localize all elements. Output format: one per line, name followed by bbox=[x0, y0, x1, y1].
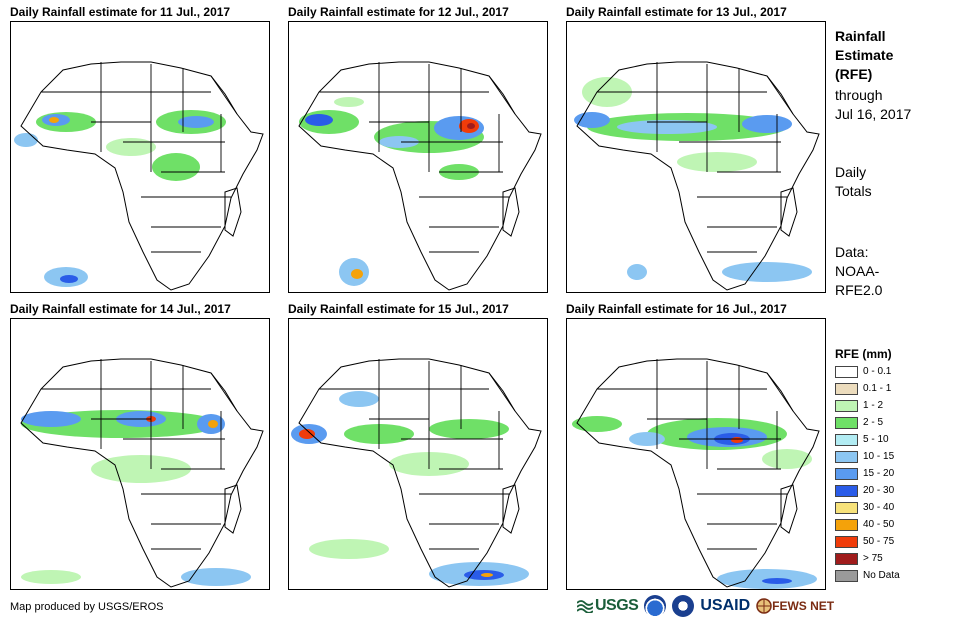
legend-label: 2 - 5 bbox=[863, 417, 884, 428]
fews-net-logo-text: FEWS NET bbox=[772, 599, 835, 613]
legend-item: 50 - 75 bbox=[835, 533, 960, 550]
legend-swatch bbox=[835, 382, 858, 395]
legend-label: 10 - 15 bbox=[863, 451, 895, 462]
legend-swatch bbox=[835, 450, 858, 463]
panel-title: Daily Rainfall estimate for 13 Jul., 201… bbox=[566, 5, 787, 19]
usgs-logo-text: USGS bbox=[595, 597, 639, 614]
through-date: through Jul 16, 2017 bbox=[835, 86, 911, 124]
legend-label: > 75 bbox=[863, 553, 883, 564]
fews-net-logo: FEWS NET bbox=[756, 598, 834, 614]
legend-item: 20 - 30 bbox=[835, 482, 960, 499]
map-panel-15-jul: Daily Rainfall estimate for 15 Jul., 201… bbox=[288, 302, 548, 590]
rainfall-map bbox=[288, 318, 548, 590]
nasa-logo-icon bbox=[672, 595, 695, 617]
legend-item: 0 - 0.1 bbox=[835, 363, 960, 380]
rainfall-field bbox=[299, 97, 484, 286]
legend-item: No Data bbox=[835, 567, 960, 584]
legend-label: No Data bbox=[863, 570, 900, 581]
legend-label: 1 - 2 bbox=[863, 400, 884, 411]
panel-title: Daily Rainfall estimate for 11 Jul., 201… bbox=[10, 5, 231, 19]
noaa-logo-icon bbox=[644, 595, 667, 617]
rainfall-field bbox=[14, 110, 226, 287]
rainfall-field bbox=[291, 391, 529, 586]
legend-swatch bbox=[835, 552, 858, 565]
rainfall-map bbox=[566, 21, 826, 293]
legend-item: 2 - 5 bbox=[835, 414, 960, 431]
legend-swatch bbox=[835, 399, 858, 412]
rainfall-map bbox=[10, 21, 270, 293]
legend-swatch bbox=[835, 467, 858, 480]
legend-label: 0 - 0.1 bbox=[863, 366, 892, 377]
panel-title: Daily Rainfall estimate for 16 Jul., 201… bbox=[566, 302, 787, 316]
legend-item: 40 - 50 bbox=[835, 516, 960, 533]
legend-swatch bbox=[835, 569, 858, 582]
legend-label: 15 - 20 bbox=[863, 468, 895, 479]
legend-label: 50 - 75 bbox=[863, 536, 895, 547]
product-title-line: Rainfall bbox=[835, 28, 886, 44]
legend-item: 30 - 40 bbox=[835, 499, 960, 516]
fews-globe-icon bbox=[756, 598, 772, 614]
rainfall-map bbox=[288, 21, 548, 293]
map-panel-16-jul: Daily Rainfall estimate for 16 Jul., 201… bbox=[566, 302, 826, 590]
daily-totals-note: Daily Totals bbox=[835, 163, 872, 201]
data-source-line: NOAA- bbox=[835, 263, 880, 279]
legend-swatch bbox=[835, 433, 858, 446]
map-panel-12-jul: Daily Rainfall estimate for 12 Jul., 201… bbox=[288, 5, 548, 293]
legend-item: 10 - 15 bbox=[835, 448, 960, 465]
legend-item: 5 - 10 bbox=[835, 431, 960, 448]
legend-label: 30 - 40 bbox=[863, 502, 895, 513]
daily-line: Totals bbox=[835, 183, 872, 199]
data-source: Data: NOAA- RFE2.0 bbox=[835, 243, 882, 300]
through-value: Jul 16, 2017 bbox=[835, 106, 912, 122]
partner-logos: USGS USAID FEWS NET bbox=[577, 594, 834, 618]
legend-label: 40 - 50 bbox=[863, 519, 895, 530]
legend-item: 1 - 2 bbox=[835, 397, 960, 414]
legend-swatch bbox=[835, 484, 858, 497]
legend-item: 0.1 - 1 bbox=[835, 380, 960, 397]
rfe-legend: RFE (mm) 0 - 0.1 0.1 - 1 1 - 2 2 - 5 5 - 10 1… bbox=[835, 347, 960, 584]
panel-title: Daily Rainfall estimate for 12 Jul., 201… bbox=[288, 5, 509, 19]
panel-title: Daily Rainfall estimate for 15 Jul., 201… bbox=[288, 302, 509, 316]
product-title-line: (RFE) bbox=[835, 66, 873, 82]
legend-label: 20 - 30 bbox=[863, 485, 895, 496]
legend-label: 0.1 - 1 bbox=[863, 383, 892, 394]
legend-item: > 75 bbox=[835, 550, 960, 567]
legend-swatch bbox=[835, 416, 858, 429]
rainfall-map bbox=[10, 318, 270, 590]
rainfall-field bbox=[21, 410, 251, 586]
rainfall-map bbox=[566, 318, 826, 590]
usaid-logo: USAID bbox=[700, 597, 751, 614]
map-panel-14-jul: Daily Rainfall estimate for 14 Jul., 201… bbox=[10, 302, 270, 590]
panel-title: Daily Rainfall estimate for 14 Jul., 201… bbox=[10, 302, 231, 316]
map-credit: Map produced by USGS/EROS bbox=[10, 601, 164, 613]
data-source-line: RFE2.0 bbox=[835, 282, 883, 298]
product-title: Rainfall Estimate (RFE) bbox=[835, 27, 893, 84]
legend-label: 5 - 10 bbox=[863, 434, 889, 445]
legend-swatch bbox=[835, 365, 858, 378]
legend-item: 15 - 20 bbox=[835, 465, 960, 482]
legend-swatch bbox=[835, 501, 858, 514]
through-label: through bbox=[835, 87, 883, 103]
map-panel-13-jul: Daily Rainfall estimate for 13 Jul., 201… bbox=[566, 5, 826, 293]
product-title-line: Estimate bbox=[835, 47, 894, 63]
rainfall-field bbox=[574, 77, 812, 282]
legend-swatch bbox=[835, 518, 858, 531]
daily-line: Daily bbox=[835, 164, 867, 180]
legend-swatch bbox=[835, 535, 858, 548]
map-panel-11-jul: Daily Rainfall estimate for 11 Jul., 201… bbox=[10, 5, 270, 293]
usgs-logo: USGS bbox=[577, 597, 639, 615]
legend-title: RFE (mm) bbox=[835, 347, 892, 361]
rainfall-field bbox=[572, 416, 817, 589]
data-source-line: Data: bbox=[835, 244, 869, 260]
usgs-wave-icon bbox=[577, 600, 593, 613]
